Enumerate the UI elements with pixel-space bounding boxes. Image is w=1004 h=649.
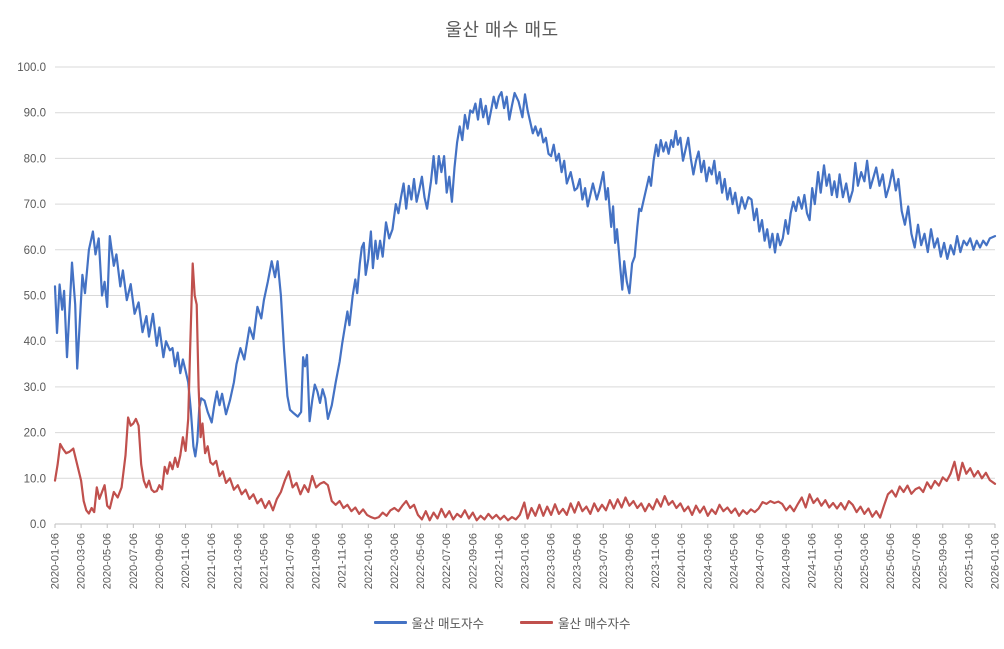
x-axis-label: 2025-07-06 [911, 533, 923, 589]
x-axis-label: 2020-03-06 [76, 533, 88, 589]
x-axis-label: 2021-01-06 [206, 533, 218, 589]
x-axis-label: 2022-01-06 [363, 533, 375, 589]
y-axis-label: 10.0 [24, 473, 46, 485]
x-axis-label: 2022-07-06 [441, 533, 453, 589]
y-axis-label: 50.0 [24, 291, 46, 303]
x-axis-label: 2023-07-06 [598, 533, 610, 589]
x-axis-label: 2022-03-06 [389, 533, 401, 589]
x-axis-label: 2024-07-06 [755, 533, 767, 589]
chart-title: 울산 매수 매도 [445, 20, 559, 40]
y-axis-label: 30.0 [24, 382, 46, 394]
x-axis-label: 2021-09-06 [311, 533, 323, 589]
x-axis-label: 2025-03-06 [859, 533, 871, 589]
x-axis-label: 2023-11-06 [650, 533, 662, 588]
legend-item-sell: 울산 매도자수 [373, 613, 484, 632]
x-axis-label: 2020-09-06 [154, 533, 166, 589]
legend: 울산 매도자수 울산 매수자수 [0, 613, 1004, 632]
x-axis-label: 2022-09-06 [467, 533, 479, 589]
x-axis-label: 2023-09-06 [624, 533, 636, 589]
x-axis-label: 2024-05-06 [728, 533, 740, 589]
y-axis-label: 60.0 [24, 245, 46, 257]
x-axis-label: 2020-07-06 [128, 533, 140, 589]
sell-series-line-icon [373, 620, 407, 625]
x-axis-label: 2020-11-06 [180, 533, 192, 588]
x-axis-label: 2024-11-06 [807, 533, 819, 588]
sell-series-line [53, 90, 997, 458]
x-axis-label: 2023-05-06 [572, 533, 584, 589]
buy-series-line [53, 262, 997, 522]
x-axis-label: 2022-05-06 [415, 533, 427, 589]
y-axis-label: 20.0 [24, 428, 46, 440]
x-axis-label: 2021-03-06 [232, 533, 244, 589]
x-axis-label: 2024-01-06 [676, 533, 688, 589]
x-axis-label: 2025-11-06 [963, 533, 975, 588]
y-axis-label: 80.0 [24, 153, 46, 165]
y-axis-label: 90.0 [24, 108, 46, 120]
x-axis-label: 2023-03-06 [546, 533, 558, 589]
x-axis-label: 2026-01-06 [990, 533, 1002, 589]
x-axis-label: 2021-11-06 [337, 533, 349, 588]
x-axis-label: 2025-09-06 [937, 533, 949, 589]
x-axis-label: 2024-03-06 [702, 533, 714, 589]
y-axis-label: 70.0 [24, 199, 46, 211]
x-axis-label: 2021-07-06 [285, 533, 297, 589]
x-axis-label: 2024-09-06 [781, 533, 793, 589]
legend-label-buy: 울산 매수자수 [558, 617, 631, 631]
x-axis-label: 2025-01-06 [833, 533, 845, 589]
x-axis-label: 2020-01-06 [50, 533, 62, 589]
legend-item-buy: 울산 매수자수 [520, 613, 630, 632]
y-axis-label: 40.0 [24, 336, 46, 348]
y-axis-label: 0.0 [30, 519, 46, 531]
buy-series-line-icon [520, 620, 553, 625]
x-axis-label: 2020-05-06 [102, 533, 114, 589]
y-axis-label: 100.0 [17, 62, 46, 74]
x-axis-label: 2022-11-06 [493, 533, 505, 588]
legend-label-sell: 울산 매도자수 [411, 617, 484, 631]
x-axis-label: 2021-05-06 [258, 533, 270, 589]
x-axis-label: 2025-05-06 [885, 533, 897, 589]
x-axis-label: 2023-01-06 [520, 533, 532, 589]
